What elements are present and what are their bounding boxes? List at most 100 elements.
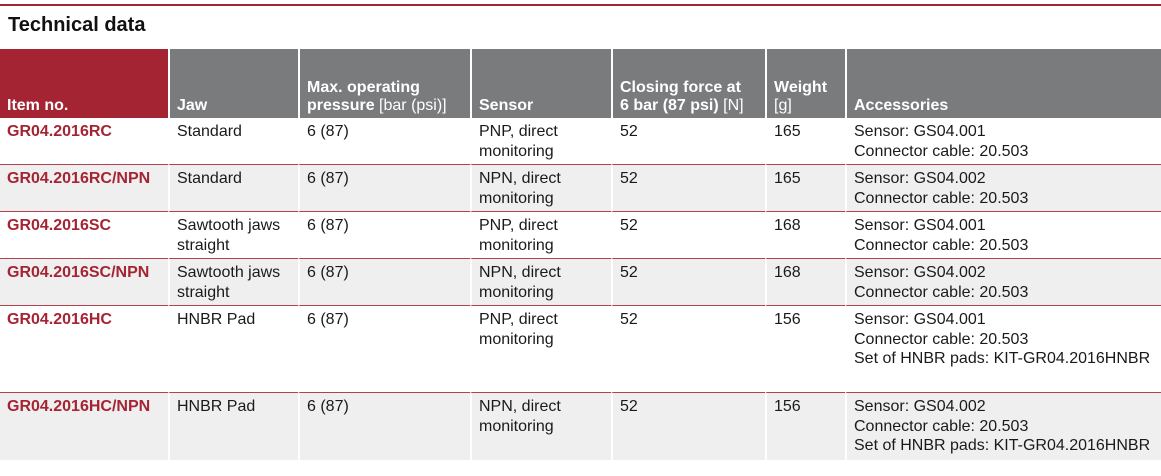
accessory-line: Connector cable: 20.503 (854, 330, 1029, 348)
table-row: GR04.2016RC Standard 6 (87) PNP, direct mon… (0, 118, 1161, 165)
weight-cell: 165 (765, 118, 845, 165)
header-weight: Weight [g] (765, 49, 845, 118)
closing-force-cell: 52 (611, 259, 765, 306)
jaw-cell-text: Sawtooth jaws straight (177, 217, 281, 254)
item-no-cell: GR04.2016SC (0, 212, 168, 259)
weight-cell: 156 (765, 306, 845, 393)
pressure-cell: 6 (87) (298, 306, 470, 393)
jaw-cell: Sawtooth jaws straight (168, 212, 298, 259)
accessory-line: Sensor: GS04.002 (854, 398, 986, 415)
top-rule (0, 4, 1161, 6)
accessories-cell: Sensor: GS04.002 Connector cable: 20.503 (845, 259, 1161, 306)
table-row: GR04.2016SC Sawtooth jaws straight 6 (87) P… (0, 212, 1161, 259)
accessories-cell: Sensor: GS04.002 Connector cable: 20.503 (845, 165, 1161, 212)
header-force-line-1: Closing force at (620, 79, 741, 96)
weight-cell-text: 168 (774, 217, 801, 234)
closing-force-cell-text: 52 (620, 170, 638, 187)
closing-force-cell: 52 (611, 118, 765, 165)
closing-force-cell: 52 (611, 212, 765, 259)
accessory-line: Sensor: GS04.001 (854, 217, 986, 234)
sensor-cell-text: NPN, direct monitoring (479, 170, 561, 207)
sensor-cell-text: NPN, direct monitoring (479, 264, 561, 301)
weight-cell-text: 156 (774, 311, 801, 328)
pressure-cell-text: 6 (87) (307, 264, 349, 281)
weight-cell: 165 (765, 165, 845, 212)
header-weight-label: Weight (774, 79, 828, 96)
sensor-cell: PNP, direct monitoring (470, 212, 611, 259)
item-no-cell: GR04.2016HC/NPN (0, 393, 168, 460)
item-no-cell-text: GR04.2016SC/NPN (7, 264, 150, 281)
weight-cell-text: 168 (774, 264, 801, 281)
sensor-cell: PNP, direct monitoring (470, 118, 611, 165)
jaw-cell: Sawtooth jaws straight (168, 259, 298, 306)
accessory-line: Sensor: GS04.002 (854, 170, 986, 187)
table-row: GR04.2016HC HNBR Pad 6 (87) PNP, direct mon… (0, 306, 1161, 393)
sensor-cell-text: PNP, direct monitoring (479, 311, 558, 348)
header-item-no: Item no. (0, 49, 168, 118)
pressure-cell-text: 6 (87) (307, 123, 349, 140)
sensor-cell: PNP, direct monitoring (470, 306, 611, 393)
closing-force-cell-text: 52 (620, 311, 638, 328)
accessory-line: Connector cable: 20.503 (854, 417, 1029, 435)
header-pressure-line-1: Max. operating (307, 79, 420, 96)
pressure-cell: 6 (87) (298, 165, 470, 212)
table-row: GR04.2016SC/NPN Sawtooth jaws straight 6 (… (0, 259, 1161, 306)
accessory-line: Sensor: GS04.001 (854, 311, 986, 328)
closing-force-cell: 52 (611, 306, 765, 393)
header-sensor: Sensor (470, 49, 611, 118)
accessory-line: Connector cable: 20.503 (854, 236, 1029, 254)
item-no-cell-text: GR04.2016RC (7, 123, 112, 140)
header-row: Item no. Jaw Max. operating pressure [ba… (0, 49, 1161, 118)
header-accessories: Accessories (845, 49, 1161, 118)
pressure-cell-text: 6 (87) (307, 217, 349, 234)
jaw-cell-text: HNBR Pad (177, 398, 256, 415)
closing-force-cell: 52 (611, 393, 765, 460)
header-weight-unit: [g] (774, 97, 792, 114)
jaw-cell: Standard (168, 118, 298, 165)
accessory-line: Set of HNBR pads: KIT-GR04.2016HNBR (854, 437, 1151, 454)
closing-force-cell-text: 52 (620, 217, 638, 234)
accessories-cell: Sensor: GS04.001 Connector cable: 20.503 (845, 118, 1161, 165)
header-pressure-label-tail: pressure (307, 97, 375, 114)
technical-data-table: Item no. Jaw Max. operating pressure [ba… (0, 49, 1161, 460)
jaw-cell-text: HNBR Pad (177, 311, 256, 328)
table-row: GR04.2016RC/NPN Standard 6 (87) NPN, direct… (0, 165, 1161, 212)
header-force-line-2: 6 bar (87 psi) [N] (620, 97, 744, 114)
sensor-cell: NPN, direct monitoring (470, 259, 611, 306)
pressure-cell-text: 6 (87) (307, 398, 349, 415)
header-closing-force: Closing force at 6 bar (87 psi) [N] (611, 49, 765, 118)
accessory-line: Connector cable: 20.503 (854, 142, 1029, 160)
jaw-cell: HNBR Pad (168, 306, 298, 393)
jaw-cell-text: Standard (177, 170, 242, 187)
closing-force-cell: 52 (611, 165, 765, 212)
accessories-cell: Sensor: GS04.001 Connector cable: 20.503 (845, 212, 1161, 259)
closing-force-cell-text: 52 (620, 398, 638, 415)
pressure-cell: 6 (87) (298, 118, 470, 165)
pressure-cell: 6 (87) (298, 212, 470, 259)
weight-cell-text: 165 (774, 123, 801, 140)
section-title: Technical data (8, 14, 146, 36)
weight-cell-text: 156 (774, 398, 801, 415)
item-no-cell: GR04.2016RC/NPN (0, 165, 168, 212)
accessory-line: Connector cable: 20.503 (854, 283, 1029, 301)
accessory-line: Set of HNBR pads: KIT-GR04.2016HNBR (854, 350, 1151, 367)
table-row: GR04.2016HC/NPN HNBR Pad 6 (87) NPN, direct… (0, 393, 1161, 460)
weight-cell: 168 (765, 212, 845, 259)
weight-cell: 156 (765, 393, 845, 460)
header-force-unit: [N] (723, 97, 744, 114)
jaw-cell: Standard (168, 165, 298, 212)
sensor-cell-text: PNP, direct monitoring (479, 217, 558, 254)
accessories-cell: Sensor: GS04.002 Connector cable: 20.503 S… (845, 393, 1161, 460)
jaw-cell-text: Sawtooth jaws straight (177, 264, 281, 301)
item-no-cell-text: GR04.2016SC (7, 217, 112, 234)
pressure-cell: 6 (87) (298, 259, 470, 306)
weight-cell: 168 (765, 259, 845, 306)
accessory-line: Sensor: GS04.001 (854, 123, 986, 140)
jaw-cell: HNBR Pad (168, 393, 298, 460)
sensor-cell-text: NPN, direct monitoring (479, 398, 561, 435)
closing-force-cell-text: 52 (620, 264, 638, 281)
item-no-cell: GR04.2016SC/NPN (0, 259, 168, 306)
pressure-cell: 6 (87) (298, 393, 470, 460)
sensor-cell: NPN, direct monitoring (470, 393, 611, 460)
